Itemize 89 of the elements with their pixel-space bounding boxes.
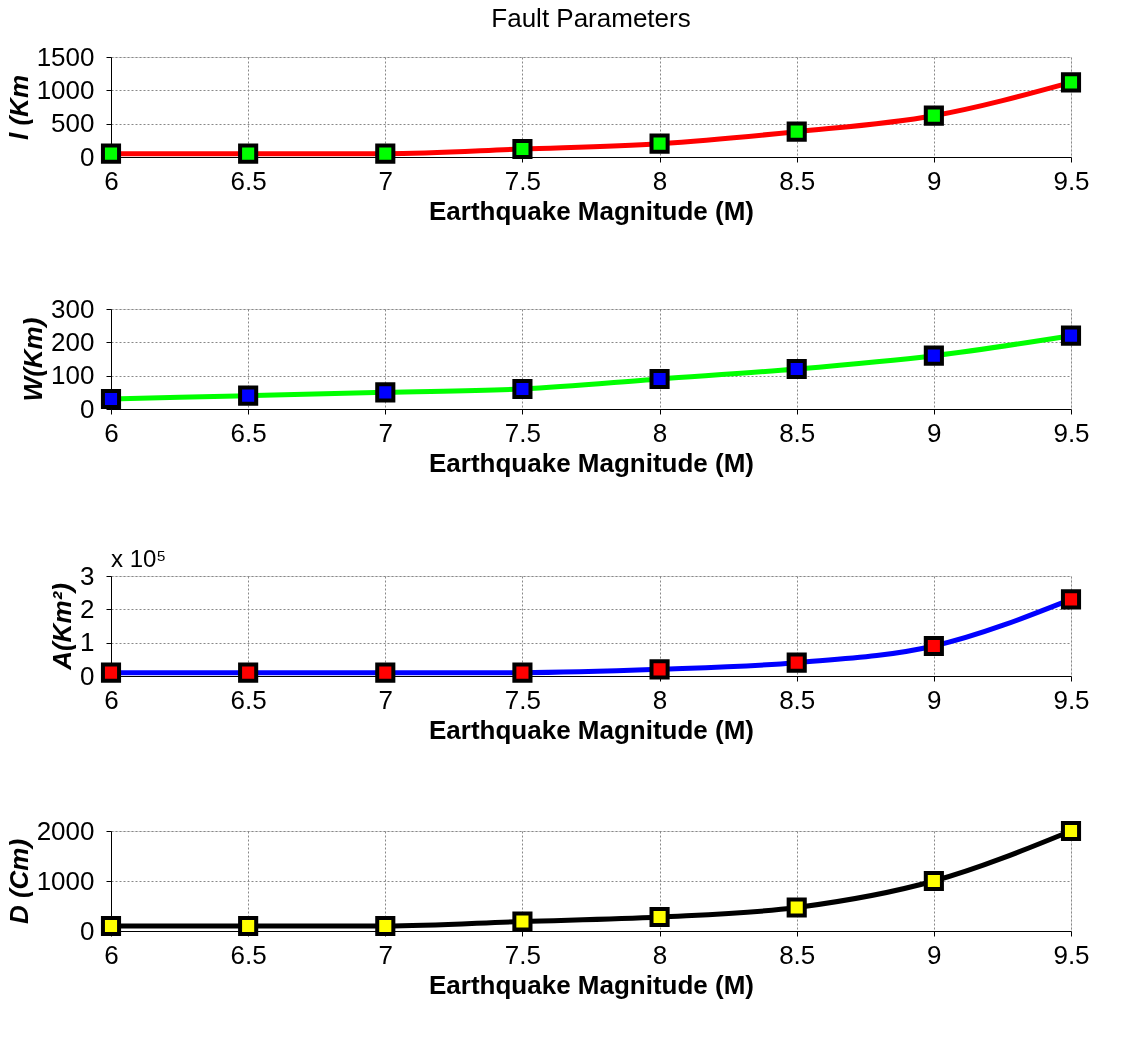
point	[649, 659, 670, 680]
x-tick-label: 6	[104, 165, 119, 196]
point	[375, 382, 396, 403]
x-tick-label: 8	[652, 165, 668, 196]
point	[238, 143, 259, 164]
x-tick-label: 6	[104, 684, 119, 715]
x-tick-label: 9	[927, 165, 942, 196]
y-tick-label: 3	[80, 560, 95, 591]
x-axis-title: Earthquake Magnitude (M)	[428, 195, 755, 226]
x-tick-label: 9	[927, 417, 942, 448]
point	[923, 105, 944, 126]
point	[786, 358, 807, 380]
x-tick-label: 6.5	[230, 417, 267, 448]
y-tick-label: 2	[80, 593, 95, 624]
point	[1060, 72, 1082, 93]
x-tick-label: 6.5	[230, 684, 267, 715]
x-tick-label: 9.5	[1053, 417, 1090, 448]
y-axis-title: l (Km	[3, 75, 34, 140]
y-tick-label: 200	[51, 326, 95, 357]
y-tick-label: 1000	[36, 74, 95, 105]
point	[1060, 589, 1082, 610]
y-tick-label: 1000	[36, 865, 95, 896]
x-tick-label: 6	[104, 939, 119, 970]
x-tick-label: 8	[652, 417, 668, 448]
point	[512, 138, 533, 160]
x-tick-label: 9.5	[1053, 165, 1090, 196]
point	[375, 143, 396, 164]
point	[100, 388, 122, 410]
y-tick-label: 1500	[36, 41, 95, 72]
point	[1060, 820, 1082, 842]
point	[512, 911, 533, 932]
x-tick-label: 6.5	[230, 939, 267, 970]
point	[238, 662, 259, 683]
x-tick-label: 7	[378, 417, 394, 448]
point	[649, 368, 670, 390]
point	[649, 133, 670, 154]
point	[923, 345, 944, 366]
point	[100, 662, 122, 683]
point	[1060, 325, 1082, 346]
point	[786, 897, 807, 918]
point	[512, 378, 533, 400]
point	[238, 915, 259, 937]
y-tick-label: 500	[51, 108, 95, 139]
x-tick-label: 7	[378, 939, 394, 970]
y-tick-label: 2000	[36, 815, 95, 846]
x-tick-label: 7	[378, 684, 394, 715]
point	[238, 385, 259, 406]
y-tick-label: 1	[80, 627, 95, 658]
text: x 10⁵	[111, 545, 167, 572]
x-tick-label: 8.5	[779, 939, 816, 970]
y-tick-label: 0	[80, 393, 95, 424]
point	[923, 870, 944, 892]
point	[649, 906, 670, 928]
x-tick-label: 8.5	[779, 165, 816, 196]
x-axis-title: Earthquake Magnitude (M)	[428, 969, 755, 1000]
point	[512, 662, 533, 683]
point	[923, 635, 944, 657]
point	[100, 143, 122, 164]
x-tick-label: 6.5	[230, 165, 267, 196]
x-tick-label: 7.5	[504, 165, 542, 196]
y-axis-title: D (Cm)	[3, 838, 34, 925]
x-tick-label: 8.5	[779, 417, 816, 448]
x-tick-label: 8	[652, 684, 668, 715]
point	[786, 652, 807, 673]
point	[375, 915, 396, 937]
x-tick-label: 7.5	[504, 684, 542, 715]
x-tick-label: 9.5	[1053, 684, 1090, 715]
x-axis-title: Earthquake Magnitude (M)	[428, 714, 755, 745]
point	[375, 662, 396, 683]
y-tick-label: 0	[80, 660, 95, 691]
x-tick-label: 9	[927, 684, 942, 715]
x-axis-title: Earthquake Magnitude (M)	[428, 447, 755, 478]
y-axis-title: W(Km)	[18, 317, 49, 402]
x-tick-label: 7	[378, 165, 394, 196]
x-tick-label: 7.5	[504, 417, 542, 448]
point	[786, 121, 807, 142]
y-tick-label: 0	[80, 141, 95, 172]
x-tick-label: 8	[652, 939, 668, 970]
x-tick-label: 8.5	[779, 684, 816, 715]
y-tick-label: 100	[51, 360, 95, 391]
point	[100, 915, 122, 937]
x-tick-label: 7.5	[504, 939, 542, 970]
x-tick-label: 6	[104, 417, 119, 448]
chart-title: Fault Parameters	[491, 3, 691, 33]
x-tick-label: 9	[927, 939, 942, 970]
y-axis-title: A(Km²)	[47, 583, 78, 671]
y-tick-label: 300	[51, 293, 95, 324]
y-tick-label: 0	[80, 915, 95, 946]
x-tick-label: 9.5	[1053, 939, 1090, 970]
